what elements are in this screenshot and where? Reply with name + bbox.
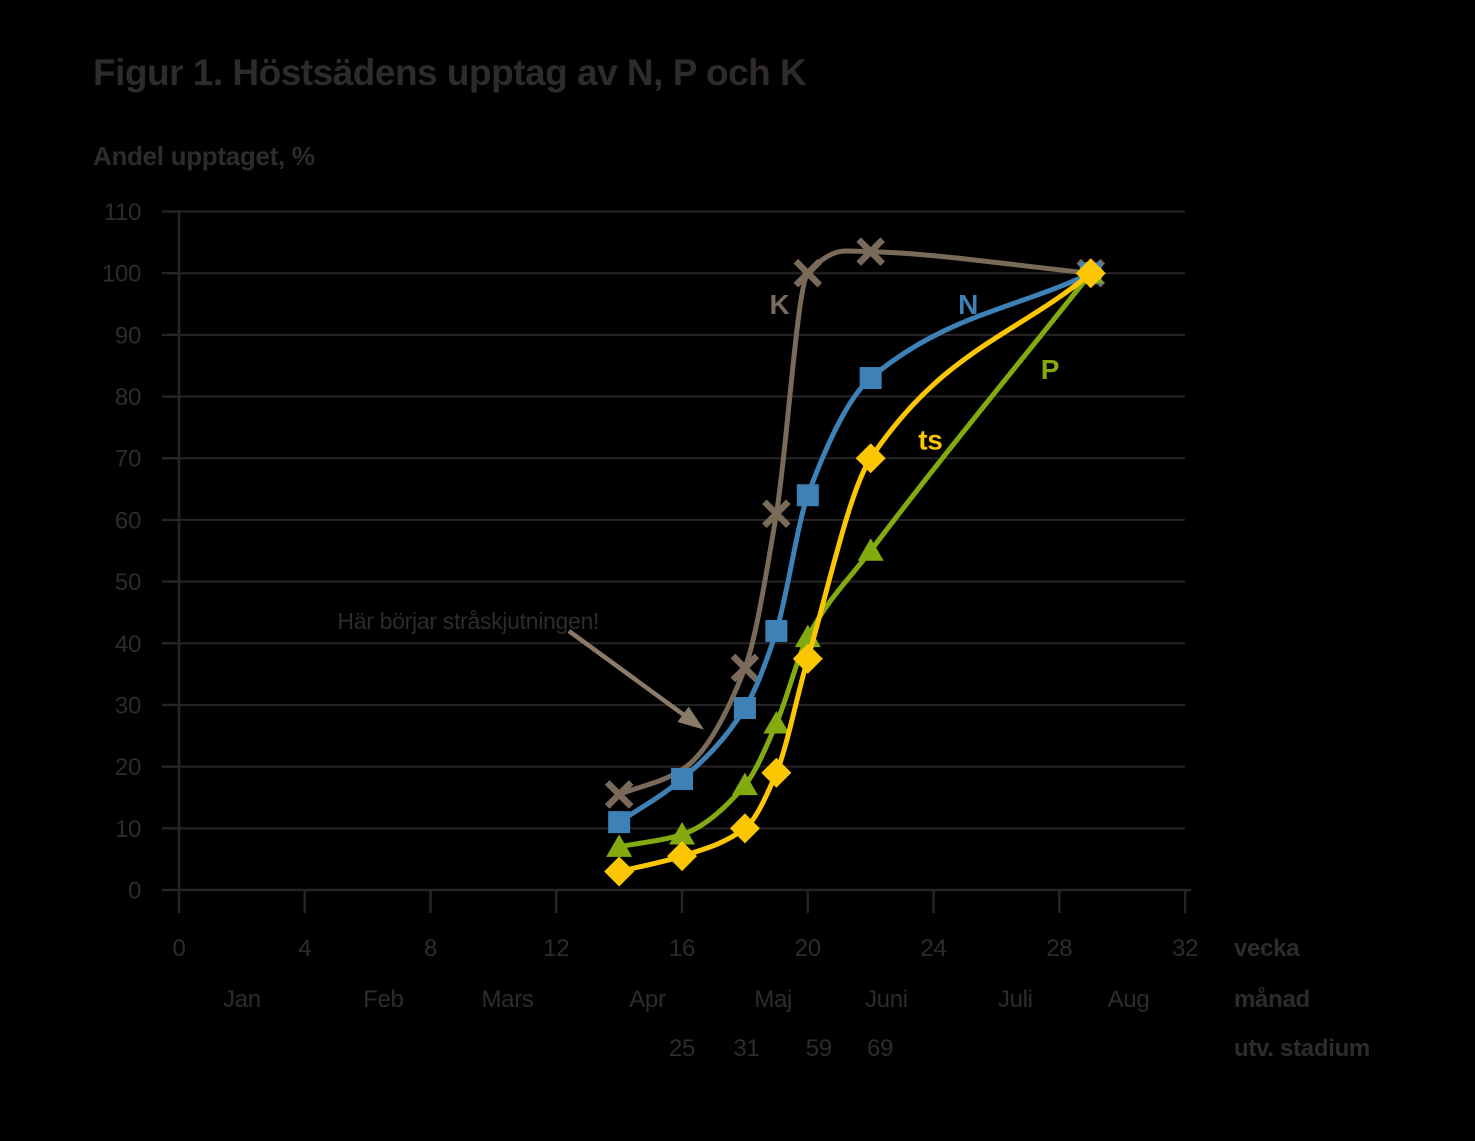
data-point-diamond [792,643,823,674]
y-tick-label-40: 40 [115,631,141,658]
utv-stadium-label-25: 25 [669,1035,695,1062]
y-tick-label-0: 0 [128,878,141,905]
data-point-triangle [669,821,696,845]
axis-caption-manad: månad [1234,986,1310,1013]
month-label-aug: Aug [1108,986,1150,1013]
y-axis-title: Andel upptaget, % [93,141,315,171]
month-label-mars: Mars [481,986,533,1013]
y-tick-label-70: 70 [115,446,141,473]
data-point-x [730,653,760,683]
annotation-arrow-line [567,629,691,721]
data-point-square [859,367,882,390]
month-label-juli: Juli [998,986,1033,1013]
y-tick-label-80: 80 [115,384,141,411]
data-point-diamond [855,443,886,474]
y-tick-label-90: 90 [115,322,141,349]
data-point-triangle [606,834,633,857]
axis-caption-utv-stadium: utv. stadium [1234,1035,1370,1062]
data-point-diamond [729,813,760,844]
x-tick-label-20: 20 [795,935,821,962]
annotation-text: Här börjar stråskjutningen! [337,608,599,634]
x-tick-label-28: 28 [1046,935,1072,962]
data-point-x [856,237,885,266]
series-label-K: K [770,289,790,320]
y-tick-label-60: 60 [115,507,141,534]
data-point-triangle [857,538,884,561]
month-label-apr: Apr [629,986,666,1013]
series-ts [604,258,1106,887]
series-label-ts: ts [918,425,942,456]
y-tick-label-10: 10 [115,816,141,843]
series-K [604,237,1106,809]
x-tick-label-12: 12 [543,935,569,962]
data-point-square [733,697,756,720]
data-point-diamond [761,757,792,788]
annotation-arrowhead [677,706,705,730]
chart-title: Figur 1. Höstsädens upptag av N, P och K [93,52,807,93]
y-tick-label-20: 20 [115,754,141,781]
x-tick-label-4: 4 [298,935,311,962]
data-point-triangle [731,772,758,796]
axis-caption-vecka: vecka [1234,935,1300,962]
month-label-maj: Maj [754,986,792,1013]
series-N [608,262,1102,834]
data-point-x [762,499,791,529]
utv-stadium-label-59: 59 [806,1035,832,1062]
data-point-square [608,811,631,834]
month-label-jan: Jan [223,986,261,1013]
series-line-P [618,271,1093,850]
y-tick-label-50: 50 [115,569,141,596]
x-tick-label-8: 8 [424,935,437,962]
data-point-diamond [667,841,698,872]
month-label-feb: Feb [363,986,403,1013]
data-point-square [796,484,819,507]
y-tick-label-30: 30 [115,692,141,719]
utv-stadium-label-69: 69 [867,1035,893,1062]
x-tick-label-0: 0 [172,935,185,962]
data-point-x [604,780,634,809]
series-line-ts [618,271,1093,874]
utv-stadium-label-31: 31 [733,1035,759,1062]
series-line-N [617,270,1092,825]
data-point-square [765,619,788,642]
data-point-diamond [1075,258,1106,289]
month-label-juni: Juni [865,986,908,1013]
data-point-x [793,258,823,288]
series-label-N: N [958,289,978,320]
series-label-P: P [1041,354,1059,385]
data-point-diamond [604,856,635,887]
x-tick-label-16: 16 [669,935,695,962]
data-point-triangle [763,710,790,734]
x-tick-label-32: 32 [1172,935,1198,962]
x-tick-label-24: 24 [921,935,947,962]
y-tick-label-100: 100 [102,261,141,288]
data-point-square [671,767,694,790]
y-tick-label-110: 110 [104,199,141,226]
